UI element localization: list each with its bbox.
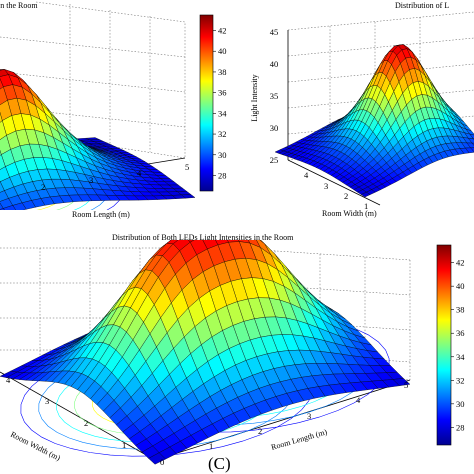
panel-a-colorbar-tick-label: 40 xyxy=(218,46,227,56)
surface-patch xyxy=(192,222,209,230)
surface-patch xyxy=(205,223,222,232)
panel-a-colorbar-tick-label: 38 xyxy=(218,67,227,77)
panel-b-z-ticks: 25 30 35 40 45 xyxy=(270,27,279,165)
panel-b-z-tick: 25 xyxy=(270,155,279,165)
surface-patch xyxy=(148,452,166,465)
panel-c-y-tick: 4 xyxy=(6,375,11,385)
surface-patch xyxy=(224,223,241,233)
panel-b-z-tick: 40 xyxy=(270,59,279,69)
surface-patch xyxy=(470,147,474,153)
panel-b-z-tick: 35 xyxy=(270,91,279,101)
panel-b-xlabel: Room Width (m) xyxy=(322,209,377,218)
panel-c-colorbar-tick-label: 38 xyxy=(456,305,465,315)
panel-c-ylabel: Room Width (m) xyxy=(9,430,62,463)
panel-c-colorbar: 28 30 32 34 36 38 40 42 xyxy=(436,244,465,446)
panel-c-x-tick: 3 xyxy=(307,411,311,421)
panel-c-x-tick: 1 xyxy=(209,441,213,451)
panel-b-x-tick: 1 xyxy=(364,201,368,211)
panel-b-z-tick: 45 xyxy=(270,27,279,37)
panel-a-colorbar-gradient xyxy=(199,14,214,192)
panel-b-z-tick: 30 xyxy=(270,123,279,133)
panel-a-surface xyxy=(0,69,196,210)
surface-patch xyxy=(469,133,474,140)
panel-c-colorbar-tick-label: 32 xyxy=(456,375,465,385)
panel-a-colorbar-tick-label: 28 xyxy=(218,170,227,180)
panel-c-xlabel: Room Length (m) xyxy=(270,427,328,452)
panel-c-colorbar-tick-label: 40 xyxy=(456,281,465,291)
panel-c-x-tick: 4 xyxy=(356,395,361,405)
surface-patch xyxy=(3,205,16,210)
panel-c-title: Distribution of Both LEDs Light Intensit… xyxy=(112,233,294,242)
panel-a-colorbar-tick-label: 36 xyxy=(218,88,227,98)
surface-patch xyxy=(226,222,243,231)
panel-c-colorbar-tick-label: 42 xyxy=(456,258,465,268)
surface-patch xyxy=(220,222,237,224)
surface-patch xyxy=(213,222,230,229)
panel-c-y-ticks: 4 3 2 1 xyxy=(6,375,126,450)
panel-c-surface xyxy=(0,222,411,465)
panel-a-x-tick: 4 xyxy=(137,168,142,178)
surface-patch xyxy=(188,225,205,230)
panel-c: Distribution of Both LEDs Light Intensit… xyxy=(0,222,465,473)
panel-c-colorbar-gradient xyxy=(436,244,452,446)
panel-c-x-ticks: 0 1 2 3 4 5 xyxy=(160,380,408,467)
panel-b-x-ticks: 4 3 2 1 xyxy=(304,170,368,211)
panel-a-colorbar-tick-label: 30 xyxy=(218,150,227,160)
panel-c-x-tick: 5 xyxy=(404,380,408,390)
panel-a-xlabel: Room Length (m) xyxy=(72,210,130,219)
panel-a-colorbar-tick-label: 32 xyxy=(218,129,227,139)
panel-b: Distribution of L 25 30 35 40 45 Light I… xyxy=(250,1,474,218)
surface-patch xyxy=(216,222,233,230)
panel-c-x-tick: 2 xyxy=(258,426,262,436)
surface-patch xyxy=(467,137,474,144)
panel-a-x-ticks: 2 3 4 5 xyxy=(41,162,189,192)
panel-b-x-tick: 3 xyxy=(324,181,328,191)
panel-a-colorbar-tick-label: 42 xyxy=(218,26,227,36)
panel-b-x-tick: 2 xyxy=(344,191,348,201)
panel-a-colorbar-tick-label: 34 xyxy=(218,108,227,118)
panel-a: in the Room 2 3 4 5 Room Length (m) 28 30… xyxy=(0,1,227,219)
panel-c-x-tick: 0 xyxy=(160,457,164,467)
panel-b-title: Distribution of L xyxy=(395,1,449,10)
panel-c-caption: (C) xyxy=(208,454,231,473)
surface-patch xyxy=(199,222,216,225)
surface-patch xyxy=(203,222,220,228)
panel-c-colorbar-tick-label: 34 xyxy=(456,352,465,362)
panel-a-x-tick: 3 xyxy=(89,175,93,185)
panel-a-title: in the Room xyxy=(0,1,38,10)
panel-c-y-tick: 2 xyxy=(84,418,88,428)
surface-patch xyxy=(187,240,195,243)
surface-patch xyxy=(466,142,474,148)
surface-patch xyxy=(465,147,474,154)
panel-c-colorbar-tick-label: 36 xyxy=(456,328,465,338)
panel-a-x-tick: 5 xyxy=(185,162,189,172)
surface-patch xyxy=(209,222,226,223)
panel-b-surface xyxy=(274,44,474,198)
panel-a-colorbar: 28 30 32 34 36 38 40 42 xyxy=(199,14,227,192)
panel-b-x-tick: 4 xyxy=(304,170,309,180)
panel-c-y-tick: 1 xyxy=(122,440,126,450)
panel-b-zlabel: Light Intensity xyxy=(250,74,259,121)
surface-patch xyxy=(465,128,474,136)
surface-patch xyxy=(0,208,5,210)
panel-a-x-tick: 2 xyxy=(41,182,45,192)
panel-c-colorbar-tick-label: 28 xyxy=(456,422,465,432)
panel-c-y-tick: 3 xyxy=(45,396,49,406)
surface-patch xyxy=(230,223,247,229)
panel-c-colorbar-tick-label: 30 xyxy=(456,399,465,409)
